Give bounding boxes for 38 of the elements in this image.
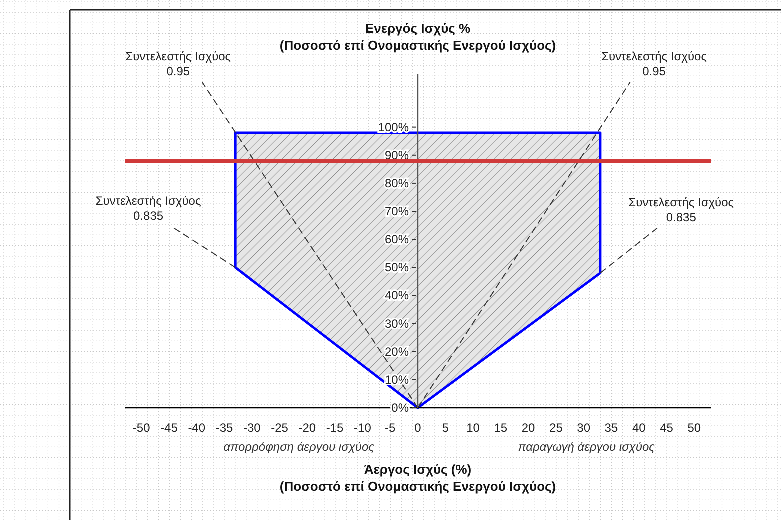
x-tick-label: -15 — [326, 421, 344, 435]
x-tick-label: 10 — [466, 421, 480, 435]
text: απορρόφηση άεργου ισχύος — [224, 440, 375, 454]
annotation: Συντελεστής Ισχύος 0.835 — [628, 195, 734, 224]
x-tick-label: -30 — [243, 421, 262, 435]
y-tick-label: 80% — [384, 176, 410, 190]
x-tick-label: 45 — [660, 421, 674, 435]
y-tick-label: 30% — [384, 316, 410, 331]
x-tick-label: 50 — [688, 421, 702, 435]
x-tick-label: -50 — [132, 421, 151, 435]
annotation: Συντελεστής Ισχύος 0.95 — [126, 49, 232, 78]
x-tick-label: 35 — [604, 421, 618, 435]
annotation: Συντελεστής Ισχύος 0.95 — [602, 49, 708, 78]
y-tick-label: 40% — [384, 288, 410, 303]
x-axis-title: Άεργος Ισχύς (%) (Ποσοστό επί Ονομαστικής Ενεργού Ισχύος) — [280, 462, 556, 494]
x-tick-label: -45 — [160, 421, 178, 435]
x-tick-label: 25 — [550, 421, 564, 435]
x-tick-label: -40 — [188, 421, 206, 435]
y-tick-label: 50% — [384, 260, 410, 275]
y-tick-label: 100% — [378, 120, 410, 134]
x-tick-label: 15 — [494, 421, 508, 435]
annotation: Συντελεστής Ισχύος 0.835 — [96, 194, 202, 224]
x-tick-label: -35 — [216, 421, 234, 435]
text: παραγωγή άεργου ισχύος — [518, 440, 656, 454]
x-tick-label: -5 — [385, 421, 396, 435]
x-tick-label: -25 — [271, 421, 289, 435]
x-tick-label: -10 — [354, 421, 372, 435]
x-tick-label: 30 — [577, 421, 591, 435]
y-axis-title: Ενεργός Ισχύς % (Ποσοστό επί Ονομαστικής Ενεργού Ισχύος) — [280, 21, 556, 53]
x-tick-label: 20 — [522, 421, 536, 435]
x-tick-label: 5 — [442, 421, 450, 435]
y-tick-label: 20% — [384, 344, 410, 359]
y-tick-label: 10% — [384, 372, 410, 387]
x-tick-label: 40 — [632, 421, 646, 435]
x-tick-label: -20 — [298, 421, 316, 435]
y-tick-label: 60% — [384, 232, 410, 247]
x-tick-label: 0 — [414, 421, 422, 435]
y-tick-label: 70% — [384, 204, 410, 219]
